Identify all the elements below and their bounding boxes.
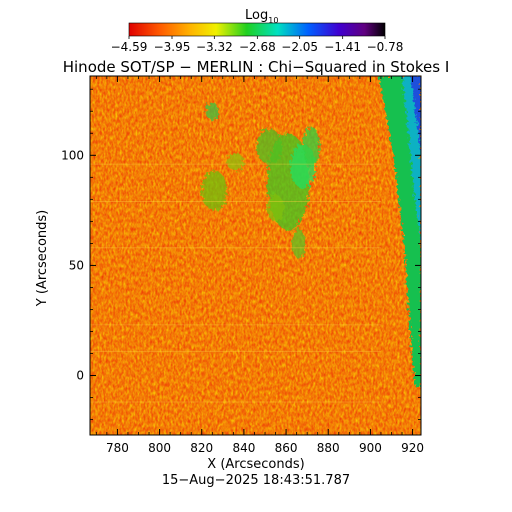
colorbar-gradient [128,22,386,37]
colorbar-tick-label: −4.59 [111,40,148,54]
chi-squared-blob [267,194,284,222]
y-axis: 0 50 100 [61,88,421,420]
x-tick-label: 880 [317,441,340,455]
x-axis-label: X (Arcseconds) [207,457,304,472]
y-axis-label: Y (Arcseconds) [35,210,50,307]
y-tick-label: 50 [69,258,84,272]
chart-title: Hinode SOT/SP − MERLIN : Chi−Squared in … [63,58,450,76]
heatmap-image [90,76,421,435]
chi-squared-features [201,76,421,387]
x-tick-label: 820 [190,441,213,455]
x-tick-label: 800 [148,441,171,455]
y-tick-label: 100 [61,148,84,162]
horizontal-streaks [90,163,381,403]
colorbar-tick-label: −0.78 [367,40,404,54]
colorbar: Log10 −4.59 −3.95 −3.32 −2.68 −2.05 −1.41 −0.7… [111,8,404,54]
y-tick-label: 0 [76,369,84,383]
colorbar-tick-label: −3.95 [154,40,191,54]
colorbar-tick-label: −1.41 [324,40,361,54]
chi-squared-blob [292,227,306,259]
chi-squared-blob [205,102,219,121]
colorbar-tick-label: −3.32 [196,40,233,54]
colorbar-title: Log10 [245,8,278,25]
limb-band-edge [410,76,421,156]
chi-squared-blob [302,126,320,167]
plot-frame [89,75,422,436]
colorbar-tick-label: −2.68 [239,40,276,54]
colorbar-ticks: −4.59 −3.95 −3.32 −2.68 −2.05 −1.41 −0.78 [111,36,404,54]
x-axis: 780 800 820 840 860 880 900 920 [95,76,424,455]
timestamp: 15−Aug−2025 18:43:51.787 [162,473,350,488]
chi-squared-blob [201,170,228,211]
chi-squared-blob [256,128,282,165]
x-tick-label: 780 [106,441,129,455]
x-tick-label: 840 [232,441,255,455]
x-tick-label: 860 [275,441,298,455]
x-tick-label: 920 [401,441,424,455]
x-tick-label: 900 [359,441,382,455]
colorbar-tick-label: −2.05 [281,40,318,54]
chi-squared-blob [227,153,244,171]
